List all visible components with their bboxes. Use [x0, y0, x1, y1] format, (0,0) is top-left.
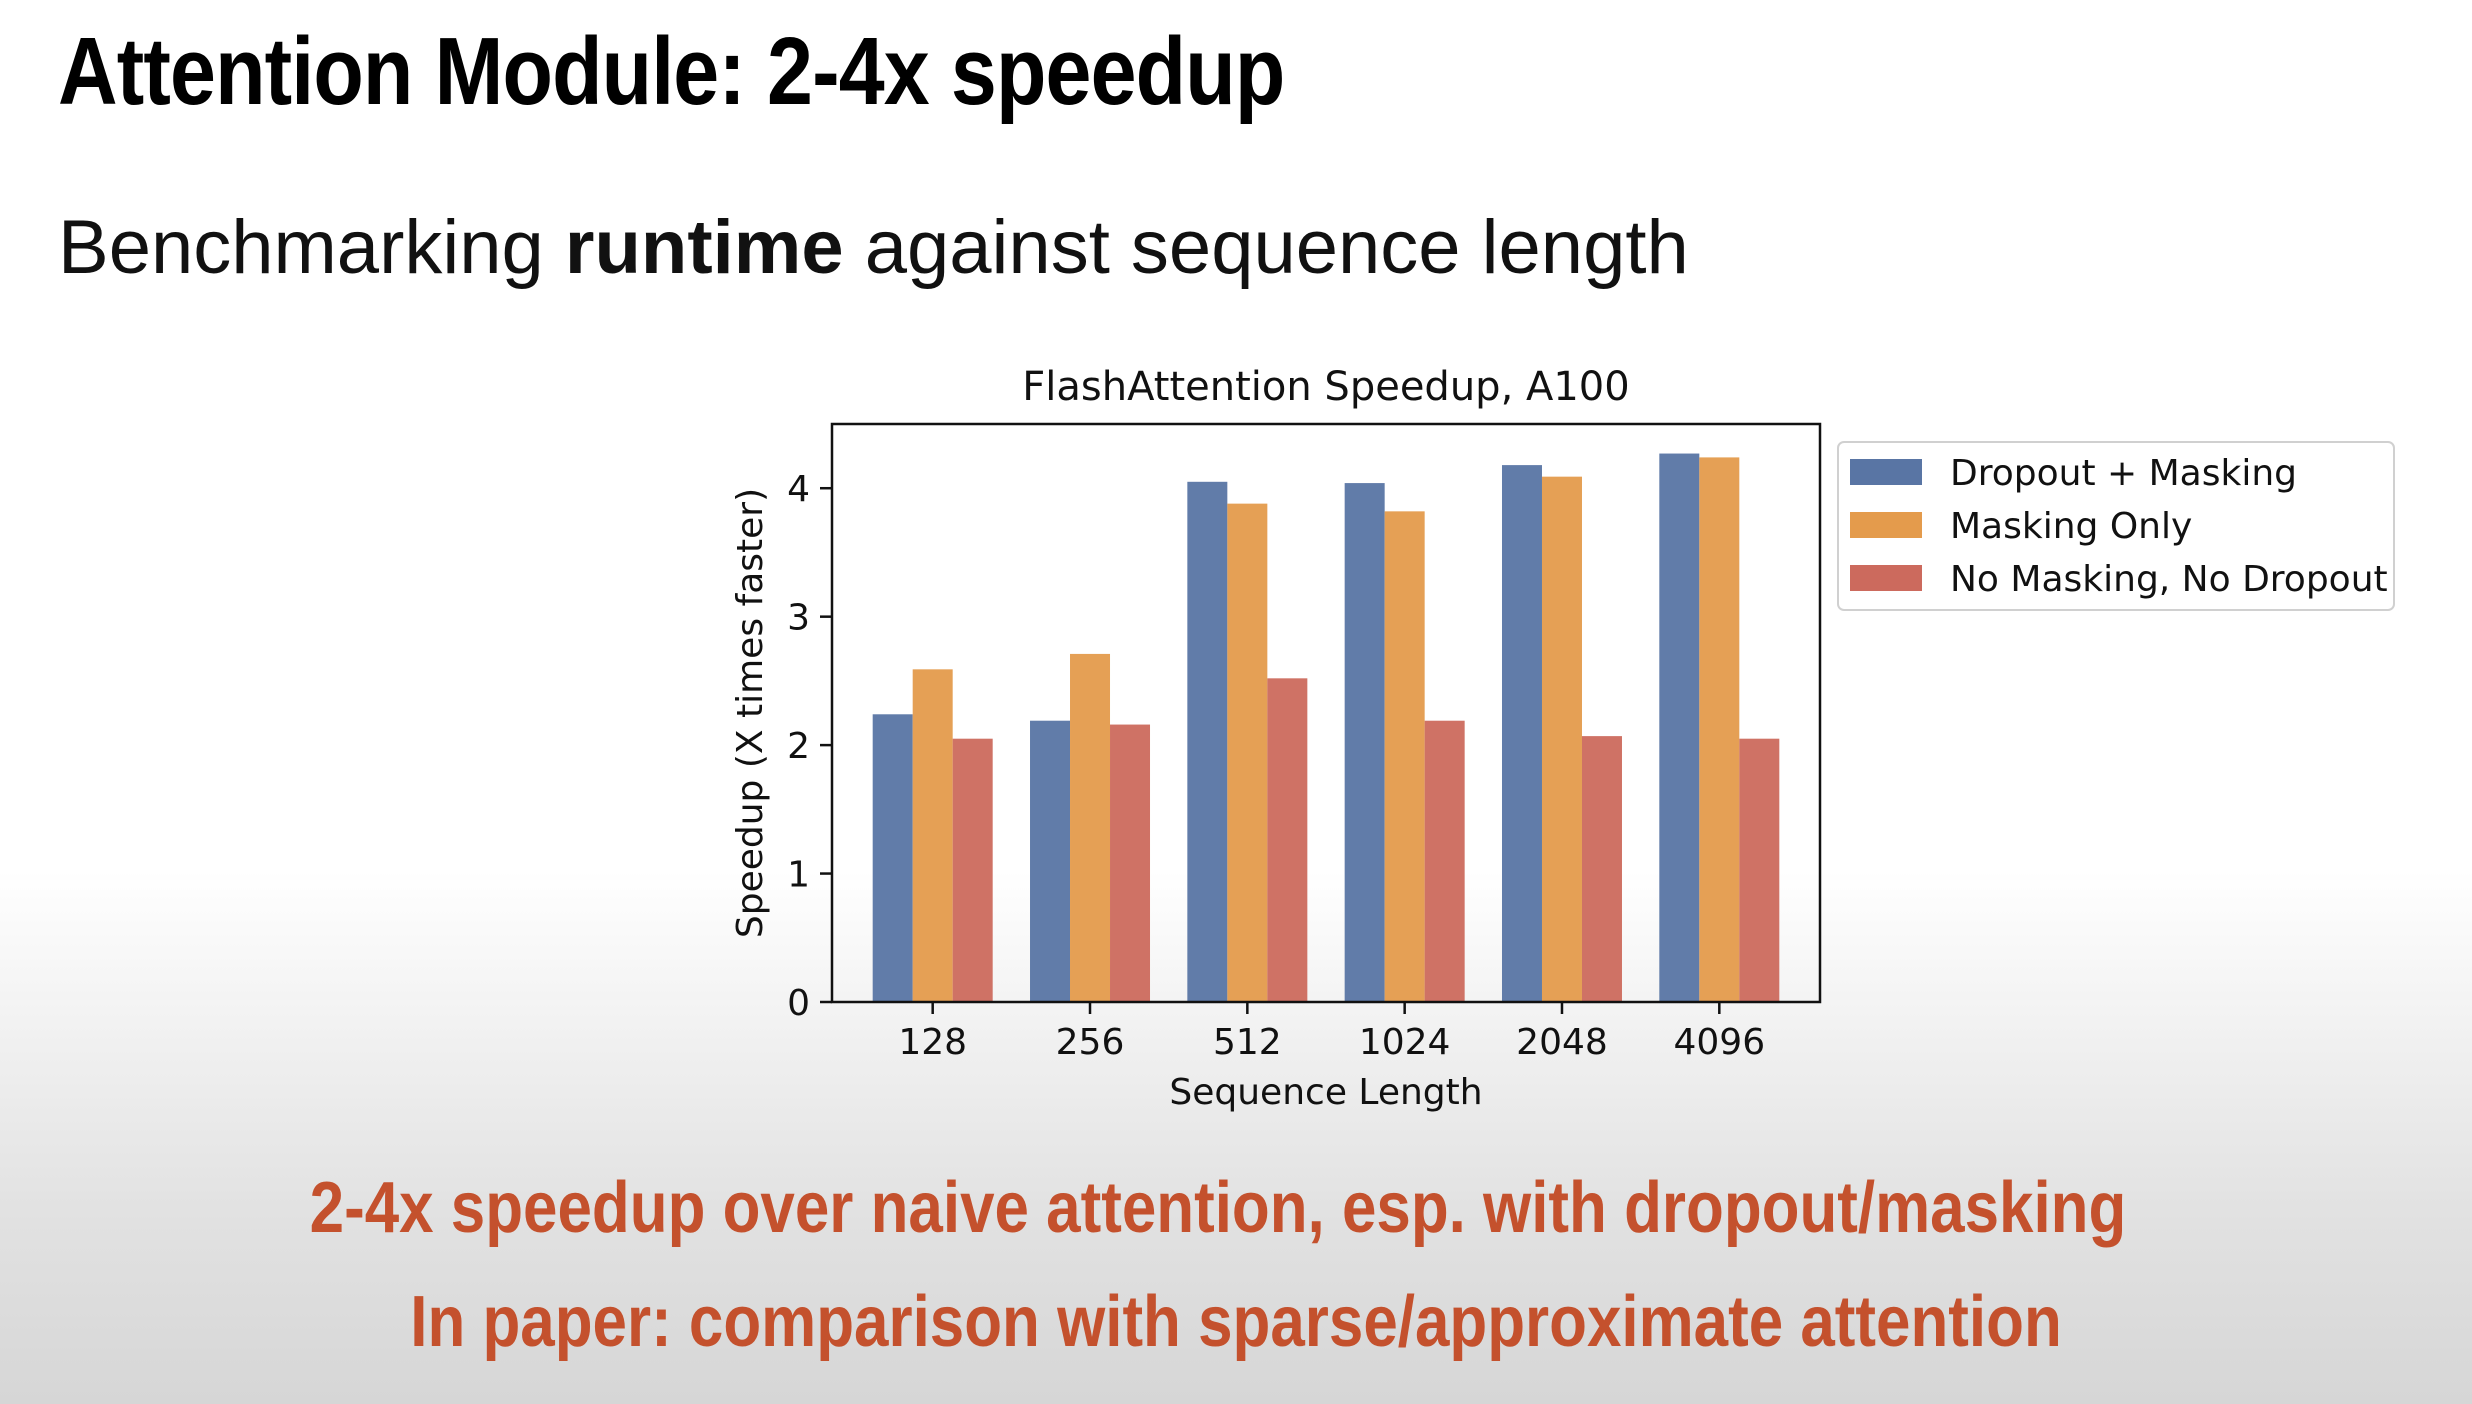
x-tick-label: 2048 — [1516, 1022, 1608, 1063]
x-axis-label: Sequence Length — [1169, 1072, 1482, 1113]
x-tick-label: 128 — [898, 1022, 967, 1063]
bar-masking-only-256 — [1070, 653, 1111, 1002]
bar-no-masking-no-dropout-1024 — [1424, 720, 1465, 1002]
slide-subtitle: Benchmarking runtime against sequence le… — [58, 210, 1689, 286]
x-axis: 128 256 512 1024 2048 4096 — [898, 1002, 1765, 1063]
y-tick-label: 2 — [787, 726, 810, 767]
footer-line-paper: In paper: comparison with sparse/approxi… — [410, 1282, 2062, 1362]
y-tick-label: 0 — [787, 983, 810, 1024]
chart-bars — [872, 453, 1780, 1002]
footer-line-speedup: 2-4x speedup over naive attention, esp. … — [309, 1168, 2127, 1248]
bar-no-masking-no-dropout-128 — [952, 738, 993, 1002]
subtitle-prefix: Benchmarking — [58, 205, 565, 290]
y-tick-label: 3 — [787, 598, 810, 639]
bar-no-masking-no-dropout-4096 — [1739, 738, 1780, 1002]
bar-dropout-masking-4096 — [1659, 453, 1700, 1002]
y-tick-label: 1 — [787, 855, 810, 896]
bar-dropout-masking-1024 — [1344, 483, 1385, 1002]
bar-masking-only-1024 — [1384, 511, 1425, 1002]
chart-title: FlashAttention Speedup, A100 — [1022, 364, 1629, 410]
bar-dropout-masking-2048 — [1501, 465, 1542, 1002]
legend-swatch — [1850, 459, 1922, 485]
bar-masking-only-512 — [1227, 503, 1268, 1002]
bar-masking-only-4096 — [1699, 457, 1740, 1002]
bar-masking-only-128 — [912, 669, 953, 1002]
legend-frame — [1837, 441, 2395, 611]
bar-dropout-masking-256 — [1030, 720, 1071, 1002]
bar-masking-only-2048 — [1541, 476, 1582, 1002]
legend-label: Masking Only — [1950, 506, 2192, 547]
subtitle-emphasis: runtime — [564, 205, 844, 290]
x-tick-label: 1024 — [1359, 1022, 1451, 1063]
plot-frame — [830, 422, 1822, 1004]
x-tick-label: 4096 — [1673, 1022, 1765, 1063]
subtitle-suffix: against sequence length — [843, 205, 1689, 290]
legend-label: Dropout + Masking — [1950, 453, 2297, 494]
x-tick-label: 512 — [1213, 1022, 1282, 1063]
y-axis-label: Speedup (X times faster) — [730, 488, 771, 938]
chart-legend: Dropout + Masking Masking Only No Masking,… — [1837, 441, 2395, 611]
y-tick-label: 4 — [787, 469, 810, 510]
bar-no-masking-no-dropout-512 — [1267, 678, 1308, 1002]
legend-label: No Masking, No Dropout — [1950, 559, 2388, 600]
slide-title: Attention Module: 2-4x speedup — [58, 18, 1285, 125]
legend-swatch — [1850, 512, 1922, 538]
bar-dropout-masking-512 — [1187, 481, 1228, 1002]
legend-swatch — [1850, 565, 1922, 591]
bar-no-masking-no-dropout-2048 — [1581, 736, 1622, 1002]
y-axis: 0 1 2 3 4 — [787, 469, 832, 1024]
bar-dropout-masking-128 — [872, 714, 913, 1002]
x-tick-label: 256 — [1056, 1022, 1125, 1063]
bar-no-masking-no-dropout-256 — [1110, 724, 1151, 1002]
